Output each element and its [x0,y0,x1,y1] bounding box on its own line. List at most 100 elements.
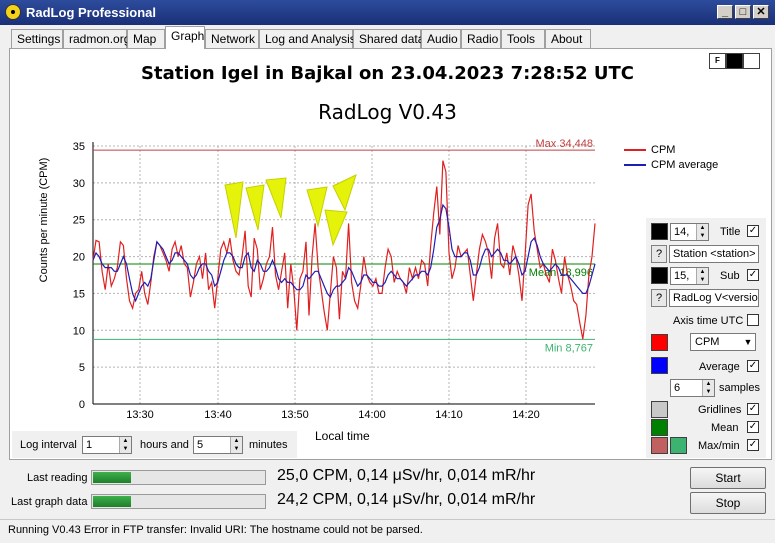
back-color-button[interactable] [743,53,760,69]
max-color-button[interactable] [651,437,668,454]
font-button[interactable]: F [709,53,726,69]
maxmin-label: Max/min [698,440,740,452]
yellow-arrow-annotation [265,177,287,219]
title-color-button[interactable] [651,223,668,240]
chart-settings-panel: 14, ▲ ▼ Title ✓ ? Station <station> i 15, ▲… [646,218,766,458]
average-color-button[interactable] [651,357,668,374]
stop-button[interactable]: Stop [690,492,766,514]
y-tick-label: 15 [73,288,85,300]
sub-checkbox[interactable]: ✓ [747,269,759,281]
hours-value: 1 [86,439,93,451]
y-tick-label: 25 [73,215,85,227]
x-tick-label: 14:20 [512,409,540,421]
minimize-button[interactable]: _ [717,5,733,19]
legend-label-average: CPM average [651,158,719,171]
x-tick-label: 13:50 [281,409,309,421]
x-tick-label: 14:00 [358,409,386,421]
tab-audio[interactable]: Audio [421,29,461,49]
tab-tools[interactable]: Tools [501,29,545,49]
chart-title: Station Igel in Bajkal on 23.04.2023 7:2… [141,63,634,84]
sub-size-value: 15, [674,270,690,282]
title-bar: RadLog Professional _ □ ✕ [0,0,775,25]
start-button[interactable]: Start [690,467,766,489]
last-graph-bar-fill [93,496,132,507]
sub-color-button[interactable] [651,267,668,284]
tab-shared-data[interactable]: Shared data [353,29,424,49]
title-size-value: 14, [674,226,690,238]
x-tick-label: 14:10 [435,409,463,421]
minutes-stepper[interactable]: 5 ▲ ▼ [193,436,243,454]
legend-swatch-average [624,163,646,166]
min-color-button[interactable] [670,437,687,454]
last-reading-label: Last reading [27,472,88,484]
sub-template-input[interactable]: RadLog V<versio [669,289,759,307]
series-select[interactable]: CPM ▼ [690,333,756,351]
tab-network[interactable]: Network [205,29,259,49]
axis-time-utc-checkbox[interactable] [747,314,759,326]
title-label: Title [720,226,741,238]
yellow-arrow-annotation [224,181,244,239]
tab-log-and-analysis[interactable]: Log and Analysis [259,29,356,49]
cpm-color-button[interactable] [651,334,668,351]
samples-stepper[interactable]: 6 ▲ ▼ [670,379,715,397]
radiation-icon [5,4,21,20]
legend-average: CPM average [624,157,718,172]
y-axis-label: Counts per minute (CPM) [38,157,50,283]
sub-label: Sub [720,270,740,282]
average-checkbox[interactable]: ✓ [747,360,759,372]
chart-legend: CPM CPM average [624,142,718,172]
yellow-arrow-annotation [332,174,357,212]
close-button[interactable]: ✕ [753,5,769,19]
y-tick-label: 5 [79,362,85,374]
stepper-arrows-icon[interactable]: ▲ ▼ [696,268,708,284]
title-template-input[interactable]: Station <station> i [669,245,759,263]
legend-label-cpm: CPM [651,143,676,156]
title-checkbox[interactable]: ✓ [747,225,759,237]
sub-size-stepper[interactable]: 15, ▲ ▼ [670,267,709,285]
min-label: Min 8,767 [545,342,593,354]
minutes-label: minutes [249,439,288,451]
last-reading-bar [91,470,266,485]
window-title: RadLog Professional [26,5,157,20]
legend-cpm: CPM [624,142,718,157]
minutes-value: 5 [197,439,204,451]
title-size-stepper[interactable]: 14, ▲ ▼ [670,223,709,241]
last-graph-label: Last graph data [11,496,88,508]
maximize-button[interactable]: □ [735,5,751,19]
mean-checkbox[interactable]: ✓ [747,421,759,433]
stepper-arrows-icon[interactable]: ▲ ▼ [696,224,708,240]
yellow-arrow-annotation [245,184,265,231]
hours-stepper[interactable]: 1 ▲ ▼ [82,436,132,454]
x-tick-label: 13:40 [204,409,232,421]
last-reading-value: 25,0 CPM, 0,14 μSv/hr, 0,014 mR/hr [277,467,536,484]
stepper-arrows-icon[interactable]: ▲ ▼ [702,380,714,396]
tab-radmon-org[interactable]: radmon.org [63,29,130,49]
tab-radio[interactable]: Radio [461,29,501,49]
stepper-arrows-icon[interactable]: ▲ ▼ [230,437,242,453]
tab-graph[interactable]: Graph [165,26,205,49]
title-help-button[interactable]: ? [651,245,667,263]
y-tick-label: 20 [73,252,85,264]
tab-about[interactable]: About [545,29,591,49]
last-graph-value: 24,2 CPM, 0,14 μSv/hr, 0,014 mR/hr [277,491,536,508]
gridlines-label: Gridlines [698,404,742,416]
last-reading-bar-fill [93,472,132,483]
sub-help-button[interactable]: ? [651,289,667,307]
stepper-arrows-icon[interactable]: ▲ ▼ [119,437,131,453]
fore-color-button[interactable] [726,53,743,69]
tab-map[interactable]: Map [127,29,165,49]
yellow-arrow-annotation [324,209,348,247]
gridlines-checkbox[interactable]: ✓ [747,403,759,415]
y-tick-label: 35 [73,141,85,153]
y-tick-label: 30 [73,178,85,190]
gridlines-color-button[interactable] [651,401,668,418]
series-line-cpm [92,160,596,340]
chart-subtitle: RadLog V0.43 [318,100,457,124]
tab-settings[interactable]: Settings [11,29,63,49]
maxmin-checkbox[interactable]: ✓ [747,439,759,451]
mean-color-button[interactable] [651,419,668,436]
samples-value: 6 [674,382,681,394]
y-tick-label: 0 [79,399,85,411]
chevron-down-icon[interactable]: ▼ [743,337,753,347]
